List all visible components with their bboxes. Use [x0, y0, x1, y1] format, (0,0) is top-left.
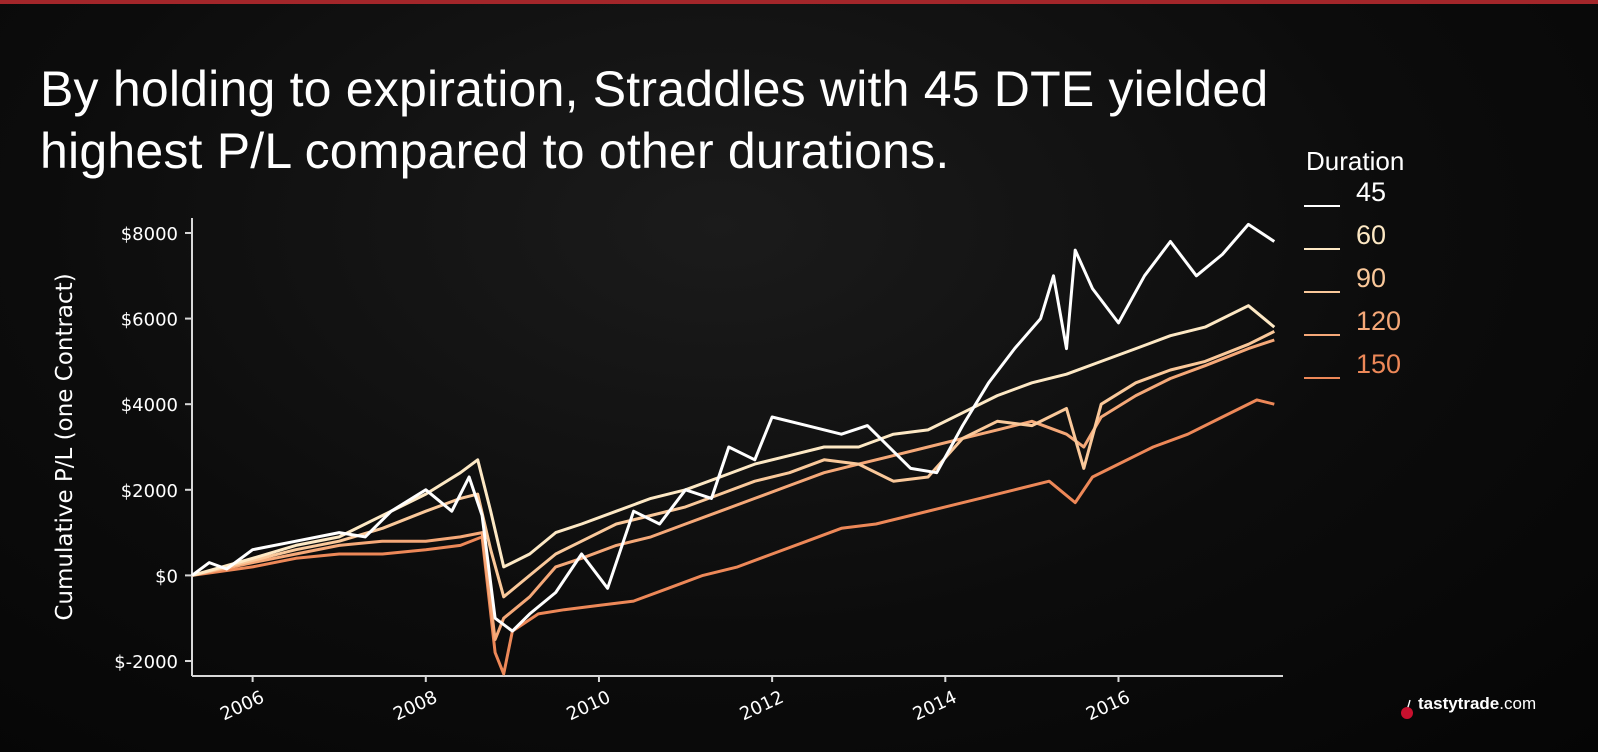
legend-item-150: 150: [1302, 349, 1472, 392]
legend-swatch: [1304, 291, 1340, 293]
series-line-90: [191, 330, 1275, 599]
legend-swatch: [1304, 334, 1340, 336]
y-tick-label: $2000: [121, 481, 178, 502]
legend-label: 120: [1356, 306, 1402, 336]
legend-item-45: 45: [1302, 177, 1472, 220]
y-tick-label: $4000: [121, 395, 178, 416]
y-axis-label: Cumulative P/L (one Contract): [52, 273, 78, 620]
legend-swatch: [1304, 377, 1340, 379]
y-tick-label: $6000: [121, 310, 178, 331]
y-tick-label: $0: [155, 566, 178, 587]
legend-label: 45: [1356, 177, 1387, 207]
series-line-45: [191, 222, 1276, 633]
legend-item-60: 60: [1302, 220, 1472, 263]
x-tick-label: 2010: [563, 687, 613, 725]
legend-title: Duration: [1306, 146, 1405, 176]
legend-item-120: 120: [1302, 306, 1472, 349]
brand-name: tastytrade.com: [1418, 694, 1536, 714]
x-tick-label: 2014: [910, 687, 960, 725]
legend-items: 45 60 90 120 150: [1302, 177, 1472, 392]
x-tick-label: 2012: [737, 687, 787, 725]
headline-line-1: By holding to expiration, Straddles with…: [40, 61, 1269, 117]
x-tick-label: 2008: [390, 687, 440, 725]
legend-label: 60: [1356, 220, 1387, 250]
top-accent-bar: [0, 0, 1598, 4]
x-tick-label: 2016: [1083, 687, 1133, 725]
legend-item-90: 90: [1302, 263, 1472, 306]
x-tick-label: 2006: [217, 687, 267, 725]
headline-line-2: highest P/L compared to other durations.: [40, 123, 950, 179]
brand-suffix: .com: [1499, 694, 1537, 713]
cherry-icon: [1401, 699, 1413, 719]
chart-legend: Duration 45 60 90 120 150: [1302, 146, 1472, 392]
y-tick-label: $-2000: [114, 652, 178, 673]
series-line-150: [191, 398, 1275, 676]
slide-headline: By holding to expiration, Straddles with…: [40, 58, 1540, 182]
legend-label: 150: [1356, 349, 1402, 379]
y-tick-label: $8000: [121, 224, 178, 245]
legend-swatch: [1304, 248, 1340, 250]
brand-word: tastytrade: [1418, 694, 1500, 713]
legend-label: 90: [1356, 263, 1387, 293]
legend-swatch: [1304, 205, 1340, 207]
tastytrade-logo: tastytrade.com: [1398, 688, 1558, 724]
